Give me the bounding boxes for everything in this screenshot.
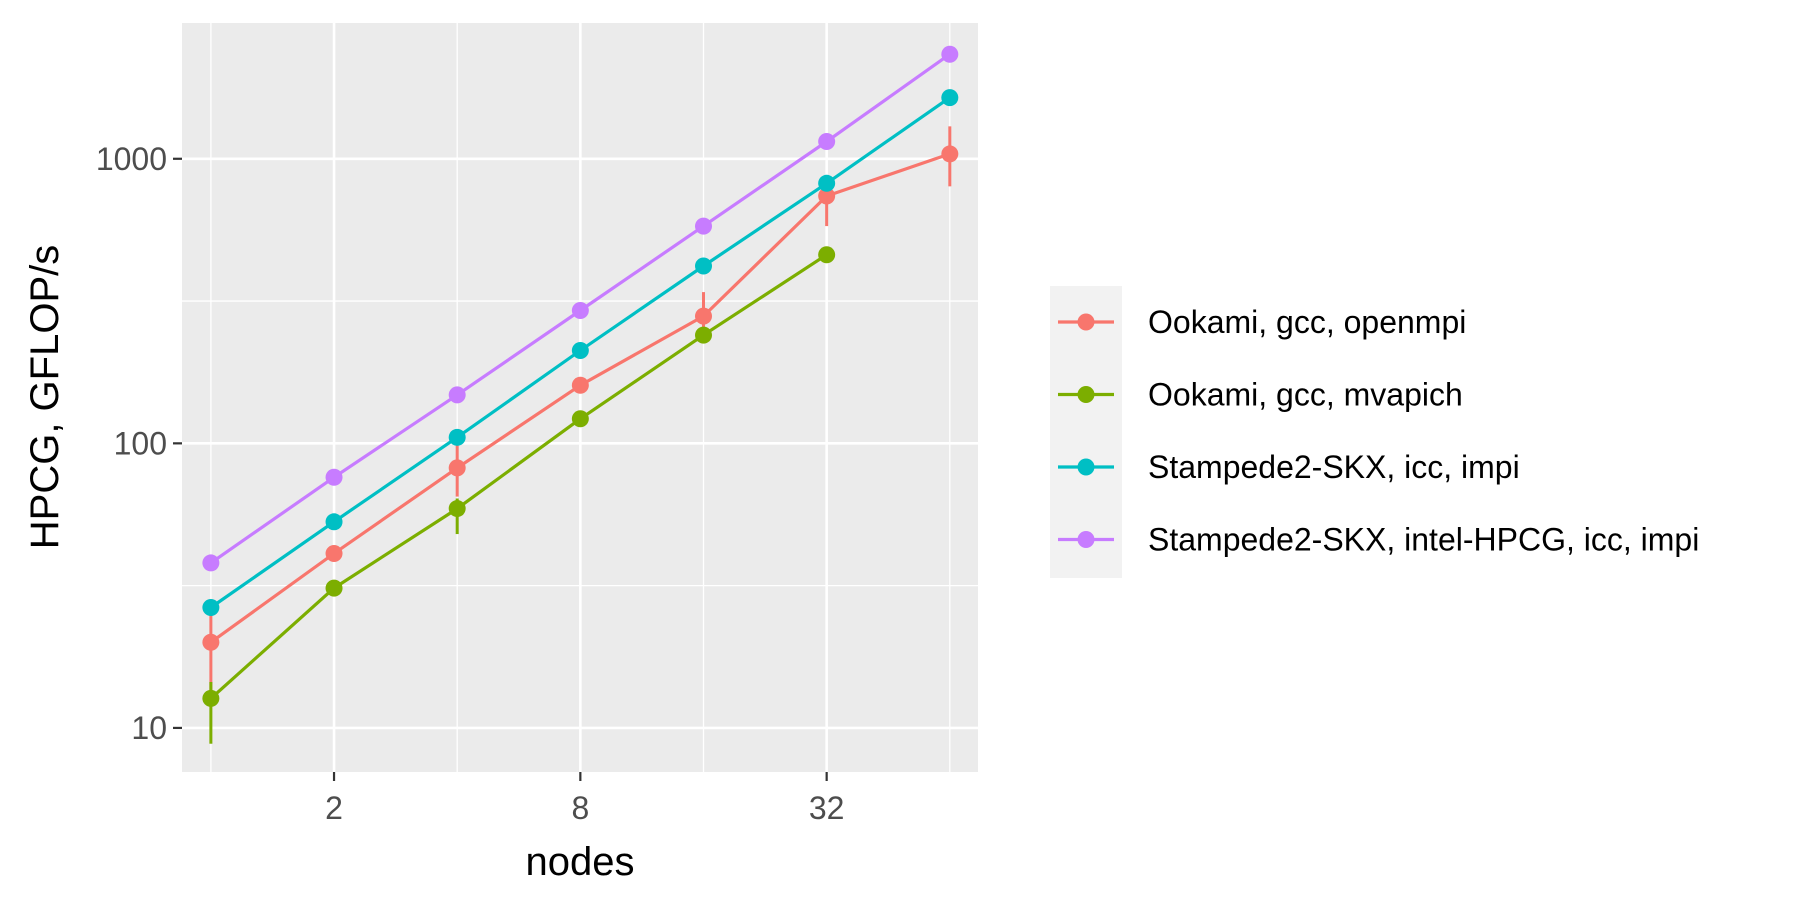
x-tick-label: 32 — [809, 790, 845, 826]
data-point — [941, 89, 959, 107]
y-tick-label: 100 — [114, 425, 167, 461]
series-2 — [202, 246, 836, 744]
data-point — [325, 513, 343, 531]
legend-key-point — [1077, 531, 1095, 548]
legend-key-point — [1077, 386, 1095, 403]
axis-layer: 2 8 32 10 100 1000 — [96, 141, 845, 826]
data-point — [448, 459, 466, 477]
data-point — [818, 246, 836, 264]
data-point — [202, 598, 220, 616]
x-axis-title: nodes — [526, 840, 635, 884]
data-point — [818, 187, 836, 205]
data-point — [818, 174, 836, 192]
legend-key-point — [1077, 313, 1095, 331]
data-point — [202, 633, 220, 651]
legend-label: Stampede2-SKX, icc, impi — [1148, 449, 1520, 485]
legend-item: Ookami, gcc, mvapich — [1058, 377, 1463, 413]
data-point — [695, 217, 713, 235]
data-point — [571, 341, 589, 359]
data-point — [818, 133, 836, 151]
legend-key-background — [1050, 286, 1122, 578]
data-point — [571, 410, 589, 428]
series-line — [209, 253, 828, 700]
data-point — [695, 326, 713, 344]
data-point — [571, 301, 589, 319]
legend-key-point — [1077, 458, 1095, 476]
data-point — [202, 554, 220, 572]
data-point — [571, 376, 589, 394]
legend-item: Stampede2-SKX, intel-HPCG, icc, impi — [1058, 522, 1699, 558]
data-point — [695, 257, 713, 275]
legend-label: Stampede2-SKX, intel-HPCG, icc, impi — [1148, 522, 1699, 558]
data-point — [325, 579, 343, 597]
data-point — [695, 307, 713, 325]
data-point — [202, 689, 220, 707]
series-4 — [202, 45, 959, 572]
y-tick-label: 10 — [131, 710, 167, 746]
data-point — [941, 145, 959, 163]
legend: Ookami, gcc, openmpi Ookami, gcc, mvapich… — [1050, 286, 1699, 578]
data-point — [325, 545, 343, 563]
series-layer — [202, 45, 959, 744]
legend-label: Ookami, gcc, mvapich — [1148, 377, 1463, 413]
data-point — [941, 45, 959, 63]
x-tick-label: 2 — [325, 790, 343, 826]
legend-item: Stampede2-SKX, icc, impi — [1058, 449, 1520, 485]
series-1 — [202, 126, 959, 696]
series-3 — [202, 89, 959, 616]
x-tick-label: 8 — [571, 790, 589, 826]
legend-label: Ookami, gcc, openmpi — [1148, 304, 1466, 340]
y-axis-title: HPCG, GFLOP/s — [23, 245, 67, 550]
data-point — [325, 468, 343, 486]
data-point — [448, 386, 466, 404]
data-point — [448, 500, 466, 518]
data-point — [448, 428, 466, 446]
y-tick-label: 1000 — [96, 141, 167, 177]
legend-item: Ookami, gcc, openmpi — [1058, 304, 1466, 340]
